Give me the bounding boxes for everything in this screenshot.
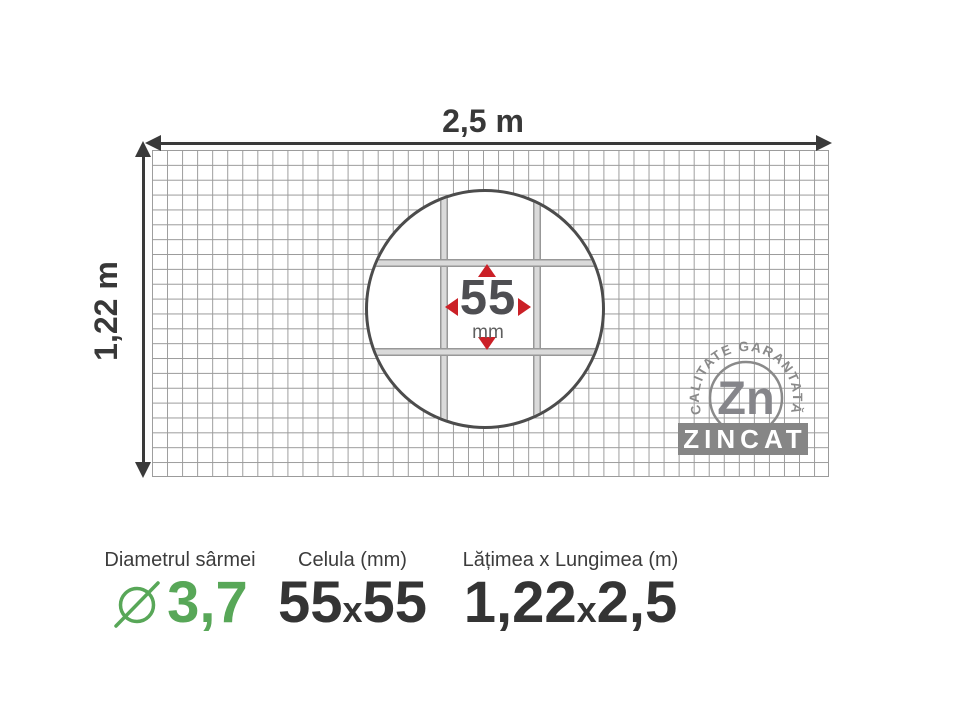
magnified-wire-vertical [533,192,541,426]
arrow-down-icon [135,462,151,478]
magnified-wire-horizontal [368,348,602,356]
spec-roll-size-value: 1,22x2,5 [448,574,693,639]
width-dimension-label: 2,5 m [442,103,524,139]
spec-wire-diameter-label: Diametrul sârmei [104,549,256,571]
cell-size-unit: mm [472,322,504,343]
cell-width-number: 55 [277,570,343,635]
magnified-wire-horizontal [368,259,602,267]
roll-separator: x [576,589,597,630]
cell-size-value: 55 [459,271,517,325]
cell-arrow-right-icon [518,298,531,316]
cell-separator: x [342,589,363,630]
width-dimension-line [158,142,820,145]
spec-wire-diameter-value: 3,7 [55,574,305,632]
wire-diameter-number: 3,7 [167,570,248,635]
stamp-banner-text: ZINCAT [683,424,806,454]
cell-height-number: 55 [362,570,428,635]
cell-arrow-left-icon [445,298,458,316]
spec-roll-size-label: Lățimea x Lungimea (m) [462,549,679,571]
cell-arrow-down-icon [478,337,496,350]
spec-cell-size: Celula (mm) 55x55 [255,548,450,639]
magnifier-circle: 55 mm [365,189,605,429]
stamp-banner [678,423,808,455]
roll-width-number: 1,22 [463,570,577,635]
zincat-quality-stamp: CALITATE GARANTATĂ Zn ZINCAT [678,339,808,455]
height-dimension-line [142,153,145,465]
roll-length-number: 2,5 [596,570,678,635]
magnified-wire-vertical [440,192,448,426]
diameter-icon [114,581,160,628]
arrow-up-icon [135,141,151,157]
spec-roll-size: Lățimea x Lungimea (m) 1,22x2,5 [448,548,693,639]
height-dimension-label: 1,22 m [88,261,124,361]
arrow-right-icon [816,135,832,151]
spec-cell-size-value: 55x55 [255,574,450,639]
spec-wire-diameter: Diametrul sârmei 3,7 [55,548,305,632]
spec-cell-size-label: Celula (mm) [298,549,407,571]
cell-arrow-up-icon [478,264,496,277]
stamp-zn-symbol: Zn [717,371,774,424]
